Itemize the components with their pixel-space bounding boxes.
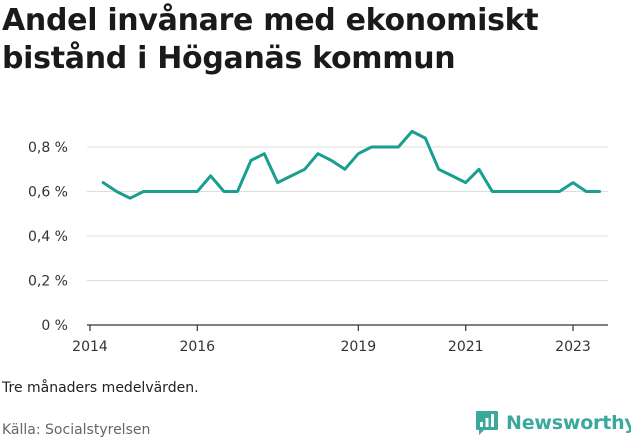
y-tick-label: 0,2 %	[28, 274, 68, 290]
source-credit: Källa: Socialstyrelsen	[2, 422, 151, 438]
y-axis-tick-labels: 0 % 0,2 % 0,4 % 0,6 % 0,8 %	[28, 140, 68, 334]
chart-title: Andel invånare med ekonomiskt bistånd i …	[2, 3, 539, 76]
series-group	[101, 129, 602, 200]
x-tick-label: 2021	[448, 339, 484, 355]
brand-name: Newsworthy	[506, 412, 631, 434]
brand-logo: Newsworthy	[475, 408, 631, 438]
newsworthy-logo-icon	[476, 411, 498, 435]
x-tick-label: 2023	[555, 339, 591, 355]
series-line	[101, 129, 602, 200]
x-tick-label: 2016	[179, 339, 215, 355]
y-tick-label: 0,8 %	[28, 140, 68, 156]
y-tick-label: 0,6 %	[28, 185, 68, 201]
y-tick-label: 0 %	[41, 318, 68, 334]
y-tick-label: 0,4 %	[28, 229, 68, 245]
chart-note: Tre månaders medelvärden.	[2, 380, 199, 396]
x-tick-label: 2019	[340, 339, 376, 355]
x-axis: 2014 2016 2019 2021 2023	[72, 324, 608, 355]
x-tick-label: 2014	[72, 339, 108, 355]
